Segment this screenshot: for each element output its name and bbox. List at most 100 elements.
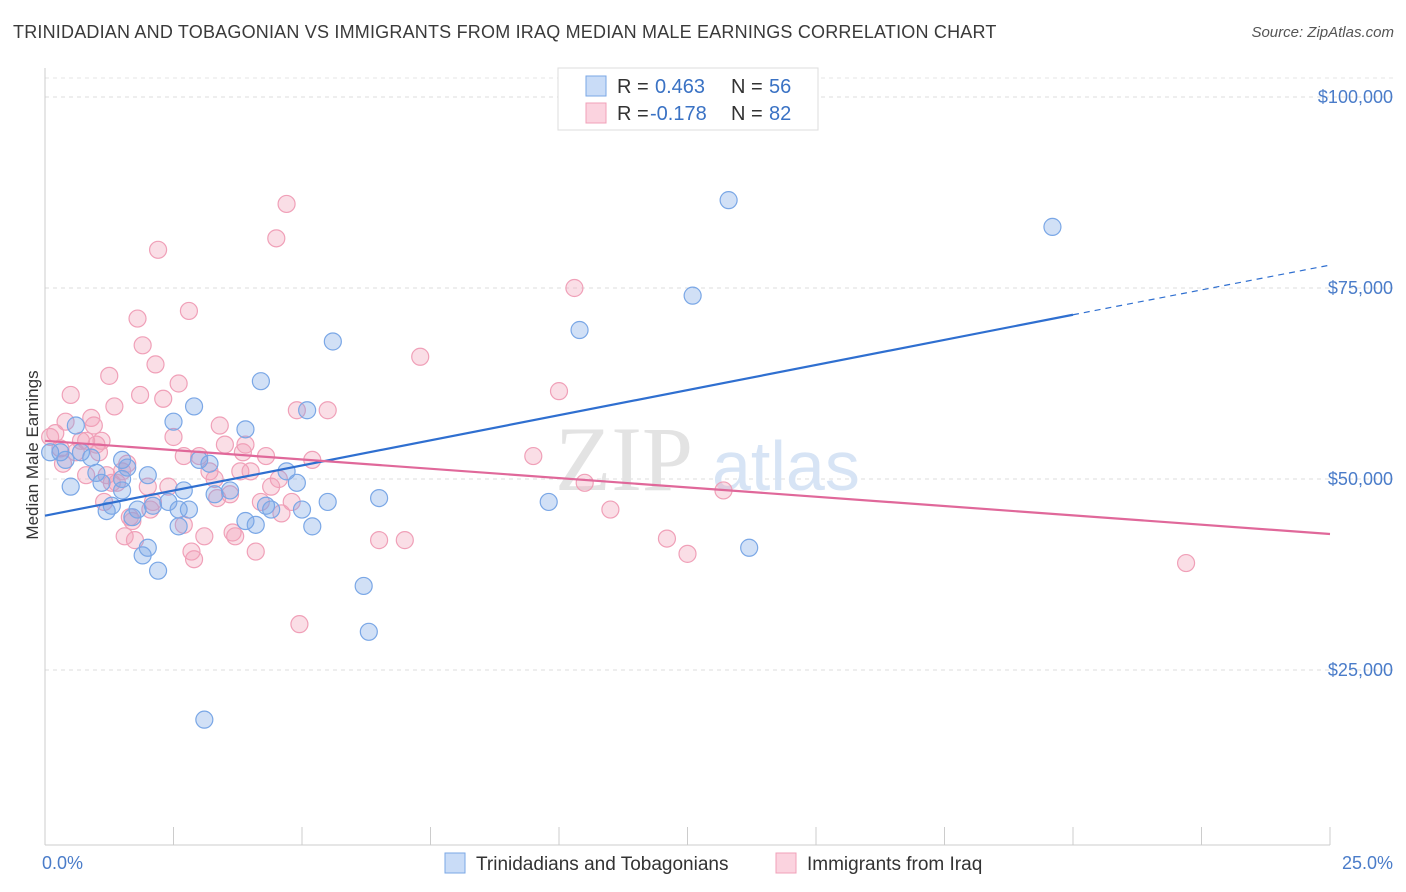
point-trinidad-36 [251,372,270,391]
point-iraq-41 [179,301,199,321]
y-tick-label-2: $75,000 [1328,278,1393,298]
axes [44,68,1331,846]
point-iraq-78 [601,500,620,519]
point-trinidad-25 [169,517,188,536]
y-tick-label-3: $100,000 [1318,87,1393,107]
point-iraq-80 [678,544,697,563]
point-iraq-35 [154,389,173,408]
point-trinidad-23 [164,412,183,431]
point-trinidad-46 [354,576,373,596]
point-trinidad-33 [220,481,240,500]
point-iraq-61 [262,477,281,496]
legend-r-value-1: 0.463 [655,76,705,98]
point-iraq-32 [143,492,163,512]
source-label: Source: ZipAtlas.com [1251,24,1394,41]
grid-lines [45,77,1393,671]
trend-line-trinidad-extension [1072,264,1331,316]
point-trinidad-18 [138,538,157,557]
point-trinidad-3 [61,477,80,496]
series-trinidad-points [41,191,1062,729]
point-iraq-70 [318,401,337,420]
legend-n-value-1: 56 [769,76,791,98]
bottom-legend-swatch-blue [444,852,466,874]
point-iraq-74 [524,446,543,466]
watermark: ZIP atlas [555,408,860,510]
point-trinidad-22 [159,492,178,512]
point-trinidad-55 [236,420,255,439]
point-trinidad-34 [236,511,255,531]
point-trinidad-51 [683,286,702,305]
point-iraq-17 [100,366,119,385]
point-iraq-27 [128,309,147,328]
legend-swatch-blue [585,75,607,97]
point-iraq-77 [575,473,594,492]
point-iraq-68 [290,615,309,634]
trend-line-trinidad [44,313,1074,517]
y-tick-labels: $25,000 $50,000 $75,000 $100,000 [1318,87,1393,680]
bottom-legend-swatch-pink [775,852,797,874]
point-iraq-34 [148,240,168,259]
point-trinidad-20 [143,496,163,515]
point-iraq-58 [246,542,265,561]
x-tick-label-1: 25.0% [1342,853,1393,873]
legend-r-label-1: R = [617,76,649,98]
point-iraq-66 [282,492,301,512]
point-iraq-64 [272,504,291,523]
point-trinidad-43 [303,517,322,536]
point-iraq-45 [195,527,214,546]
trend-lines [44,264,1331,536]
point-iraq-53 [226,527,245,546]
watermark-atlas: atlas [712,427,860,505]
point-trinidad-38 [262,500,281,519]
point-trinidad-52 [719,191,738,210]
point-iraq-2 [51,439,70,458]
point-iraq-72 [395,531,414,550]
y-axis-label: Median Male Earnings [23,370,42,539]
trend-line-iraq [44,439,1331,536]
point-trinidad-44 [318,492,337,512]
point-iraq-18 [102,473,121,492]
point-iraq-71 [370,531,389,550]
point-trinidad-49 [539,492,558,512]
chart-title: TRINIDADIAN AND TOBAGONIAN VS IMMIGRANTS… [13,22,997,42]
point-trinidad-47 [359,622,378,641]
point-iraq-14 [92,431,111,450]
bottom-legend: Trinidadians and Tobagonians Immigrants … [444,852,982,875]
point-trinidad-16 [128,500,147,519]
point-trinidad-32 [205,485,224,504]
point-iraq-43 [184,550,204,569]
point-trinidad-12 [112,481,132,500]
y-tick-label-1: $50,000 [1328,469,1393,489]
x-tick-label-0: 0.0% [42,853,83,873]
point-trinidad-53 [740,538,759,557]
point-trinidad-31 [200,454,219,473]
point-iraq-79 [657,529,677,548]
point-iraq-38 [169,374,188,393]
point-iraq-62 [267,229,286,248]
watermark-zip: ZIP [555,408,693,510]
point-iraq-11 [84,416,103,435]
point-iraq-25 [123,511,142,531]
point-trinidad-6 [82,448,101,467]
point-trinidad-41 [292,500,312,519]
point-trinidad-42 [298,401,317,420]
legend-n-value-2: 82 [769,103,791,125]
point-trinidad-21 [148,561,168,580]
point-trinidad-4 [66,416,85,435]
point-iraq-65 [277,194,296,214]
point-trinidad-54 [1043,217,1062,236]
legend-r-label-2: R = [617,103,649,125]
point-iraq-4 [56,412,75,431]
point-iraq-47 [205,469,224,489]
legend-swatch-pink [585,102,607,124]
point-iraq-19 [105,397,124,416]
point-trinidad-8 [92,473,111,492]
point-iraq-49 [210,416,229,435]
point-trinidad-2 [56,450,75,469]
y-tick-label-0: $25,000 [1328,660,1393,680]
point-iraq-5 [61,385,80,405]
point-iraq-76 [565,278,584,298]
point-trinidad-40 [287,473,306,492]
point-iraq-50 [215,435,234,454]
